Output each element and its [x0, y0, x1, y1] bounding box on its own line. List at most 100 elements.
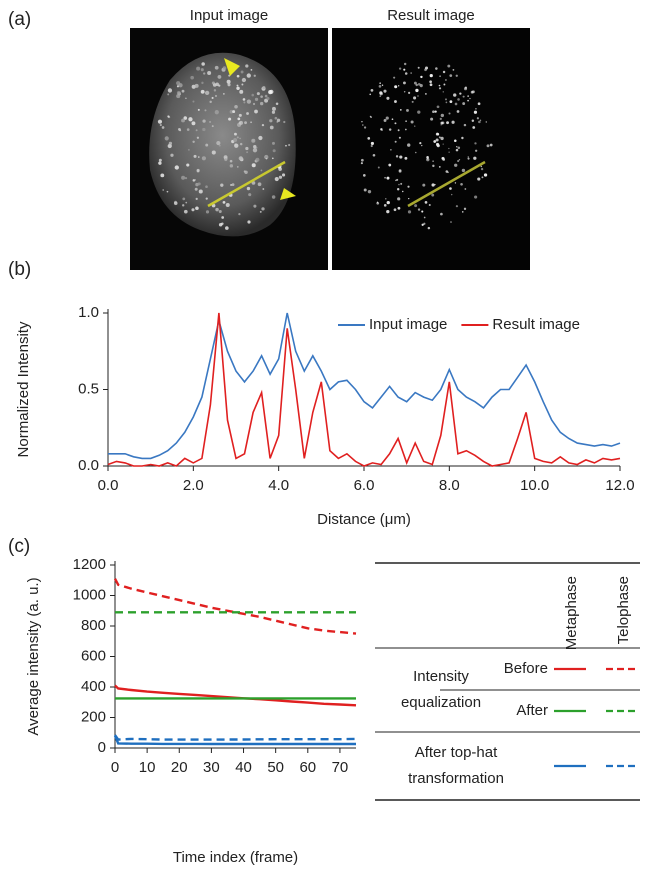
speckle [398, 183, 400, 186]
speckle [424, 66, 429, 70]
speckle [223, 155, 228, 160]
speckle [449, 74, 453, 77]
speckle [237, 117, 241, 121]
speckle [211, 96, 214, 99]
speckle [251, 138, 256, 143]
speckle [215, 207, 219, 212]
speckle [481, 176, 484, 179]
x-tick-label: 40 [235, 759, 252, 776]
panel-label: (b) [8, 259, 31, 280]
group-label: After top-hat transformation [408, 744, 504, 787]
speckle [410, 72, 412, 74]
speckle [475, 108, 477, 110]
speckle [185, 97, 187, 100]
speckle [479, 119, 482, 121]
speckle [260, 95, 263, 98]
speckle [455, 74, 458, 77]
speckle [467, 95, 469, 97]
speckle [394, 85, 398, 89]
speckle [212, 83, 217, 87]
speckle [248, 193, 252, 197]
speckle [480, 167, 484, 171]
speckle [422, 183, 426, 187]
speckle [251, 93, 255, 97]
speckle [234, 105, 238, 109]
speckle [233, 137, 238, 142]
speckle [461, 211, 464, 213]
column-header: Metaphase [563, 576, 580, 650]
x-tick-label: 10.0 [520, 477, 549, 494]
speckle [245, 146, 249, 151]
result-image [332, 28, 530, 270]
speckle [407, 143, 411, 147]
speckle [436, 105, 440, 109]
speckle [434, 183, 436, 186]
speckle [414, 125, 416, 127]
speckle [444, 79, 447, 81]
speckle [192, 140, 195, 143]
y-axis-label: Normalized Intensity [15, 321, 32, 457]
speckle [388, 163, 392, 167]
speckle [384, 176, 386, 179]
x-tick-label: 0 [111, 759, 119, 776]
speckle [473, 110, 478, 114]
speckle [464, 188, 467, 190]
speckle [274, 116, 278, 120]
legend-label: Result image [492, 316, 580, 333]
speckle [251, 163, 256, 168]
speckle [182, 197, 186, 201]
speckle [236, 74, 240, 78]
speckle [229, 159, 233, 163]
speckle [435, 67, 438, 70]
speckle [195, 206, 199, 211]
speckle [438, 84, 441, 87]
speckle [405, 128, 407, 131]
speckle [261, 123, 265, 127]
speckle [196, 136, 200, 139]
speckle [264, 154, 269, 160]
speckle [197, 156, 200, 158]
speckle [370, 141, 374, 145]
x-axis-label: Distance (μm) [317, 511, 411, 528]
speckle [448, 147, 450, 150]
speckle [205, 197, 208, 200]
speckle [480, 165, 483, 168]
speckle [399, 108, 402, 111]
speckle [439, 75, 441, 77]
speckle [261, 207, 265, 211]
speckle [447, 171, 449, 174]
speckle [166, 190, 169, 193]
speckle [278, 175, 283, 179]
speckle [432, 110, 435, 114]
speckle [204, 109, 207, 112]
speckle [460, 182, 463, 186]
speckle [216, 141, 221, 146]
speckle [245, 64, 249, 68]
speckle [489, 143, 493, 147]
speckle [158, 161, 162, 165]
speckle [211, 125, 214, 128]
speckle [447, 64, 451, 68]
speckle [268, 89, 273, 95]
speckle [471, 119, 475, 122]
speckle [283, 120, 286, 124]
speckle [435, 132, 439, 136]
speckle [377, 166, 380, 169]
speckle [448, 151, 450, 153]
series-line [114, 684, 357, 707]
speckle [246, 151, 249, 154]
speckle [231, 183, 235, 187]
speckle [462, 95, 465, 98]
speckle [424, 92, 427, 95]
x-tick-label: 2.0 [183, 477, 204, 494]
series-line [114, 734, 357, 741]
speckle [463, 207, 467, 211]
speckle [454, 182, 457, 184]
speckle [406, 108, 409, 112]
x-tick-label: 30 [203, 759, 220, 776]
speckle [215, 95, 217, 97]
speckle [413, 81, 417, 85]
speckle [379, 95, 382, 97]
speckle [181, 175, 186, 180]
speckle [424, 201, 428, 204]
